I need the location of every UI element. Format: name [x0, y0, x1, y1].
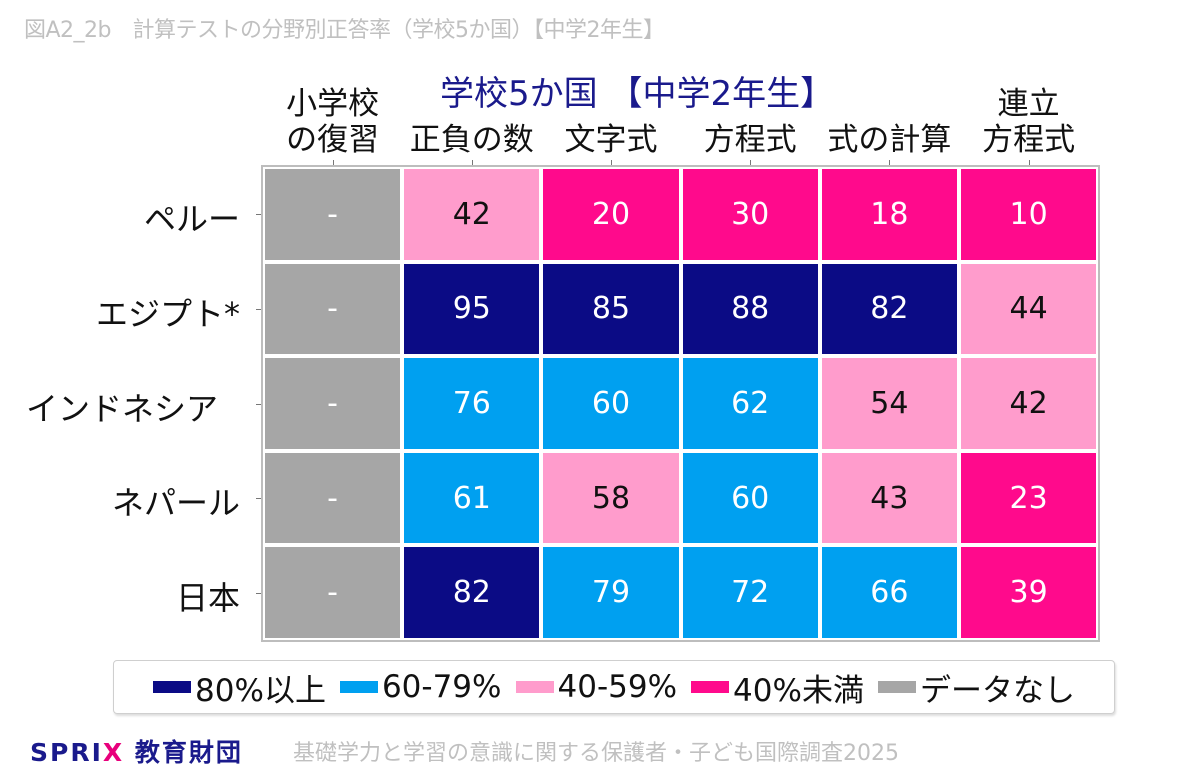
heatmap-cell: 39 — [961, 547, 1097, 638]
legend-item: 40-59% — [515, 669, 678, 705]
legend-label: 40-59% — [557, 669, 678, 705]
heatmap-cell: 85 — [543, 263, 679, 355]
y-tick — [256, 498, 263, 500]
legend-label: 40%未満 — [733, 672, 864, 709]
row-header: ネパール — [111, 484, 240, 523]
row-header: エジプト* — [95, 294, 240, 333]
legend-label: データなし — [919, 672, 1075, 709]
legend-item: 40%未満 — [691, 665, 864, 710]
heatmap-cell: 82 — [404, 547, 540, 638]
heatmap-cell: 42 — [961, 358, 1097, 449]
heatmap-cell: 60 — [543, 358, 679, 449]
figure-title: 図A2_2b 計算テストの分野別正答率（学校5か国）【中学2年生】 — [24, 18, 665, 43]
heatmap-cell: 79 — [543, 547, 679, 638]
heatmap-cell: 61 — [404, 452, 540, 544]
x-tick — [1028, 160, 1030, 167]
heatmap-cell: 43 — [821, 452, 957, 544]
column-header: 正負の数 — [409, 122, 534, 158]
heatmap-cell: 54 — [821, 358, 957, 449]
legend-label: 60-79% — [381, 669, 502, 705]
heatmap-cell: - — [265, 263, 401, 355]
heatmap-cell: - — [265, 547, 401, 638]
column-header: 方程式 — [703, 122, 797, 158]
legend-swatch — [339, 681, 378, 693]
column-header: 式の計算 — [827, 122, 952, 158]
heatmap-cell: 66 — [821, 547, 957, 638]
x-tick — [332, 160, 334, 167]
legend-item: 80%以上 — [153, 665, 326, 710]
heatmap-cell: 20 — [543, 169, 679, 260]
heatmap-cell: 72 — [682, 547, 818, 638]
legend-label: 80%以上 — [195, 672, 326, 709]
column-header: 連立 方程式 — [982, 86, 1076, 158]
heatmap-cell: 23 — [961, 452, 1097, 544]
row-header: インドネシア — [25, 389, 218, 428]
legend: 80%以上 60-79% 40-59% 40%未満 データなし — [113, 660, 1115, 714]
heatmap-cell: 76 — [404, 358, 540, 449]
legend-item: 60-79% — [339, 669, 502, 705]
legend-swatch — [515, 681, 554, 693]
x-tick — [889, 160, 891, 167]
legend-swatch — [877, 681, 916, 693]
y-tick — [256, 214, 263, 216]
heatmap-cell: - — [265, 169, 401, 260]
heatmap-cell: 42 — [404, 169, 540, 260]
heatmap-grid: -42 20 30 18 10-95 85 88 82 44-76 60 62 54 42-61 58 60… — [261, 165, 1100, 642]
y-tick — [256, 403, 263, 405]
y-tick — [256, 592, 263, 594]
x-tick — [750, 160, 752, 167]
heatmap-cell: 58 — [543, 452, 679, 544]
heatmap-cell: 95 — [404, 263, 540, 355]
heatmap-cell: 44 — [961, 263, 1097, 355]
source-text: 基礎学力と学習の意識に関する保護者・子ども国際調査2025 — [293, 741, 899, 766]
chart-title: 学校5か国 【中学2年生】 — [440, 74, 835, 114]
legend-swatch — [691, 681, 730, 693]
row-header: ペルー — [143, 200, 240, 239]
row-header: 日本 — [175, 578, 240, 617]
heatmap-cell: 82 — [821, 263, 957, 355]
heatmap-cell: - — [265, 452, 401, 544]
heatmap-cell: 30 — [682, 169, 818, 260]
heatmap-cell: 88 — [682, 263, 818, 355]
heatmap-cell: 62 — [682, 358, 818, 449]
sprix-logo: SPRIX 教育財団 — [30, 738, 243, 767]
heatmap-cell: 60 — [682, 452, 818, 544]
x-tick — [471, 160, 473, 167]
heatmap-cell: 10 — [961, 169, 1097, 260]
legend-item: データなし — [877, 665, 1075, 710]
column-header: 文字式 — [564, 122, 658, 158]
column-header: 小学校 の復習 — [286, 86, 380, 158]
heatmap-cell: 18 — [821, 169, 957, 260]
y-tick — [256, 308, 263, 310]
x-tick — [611, 160, 612, 167]
legend-swatch — [153, 681, 192, 693]
heatmap-cell: - — [265, 358, 401, 449]
